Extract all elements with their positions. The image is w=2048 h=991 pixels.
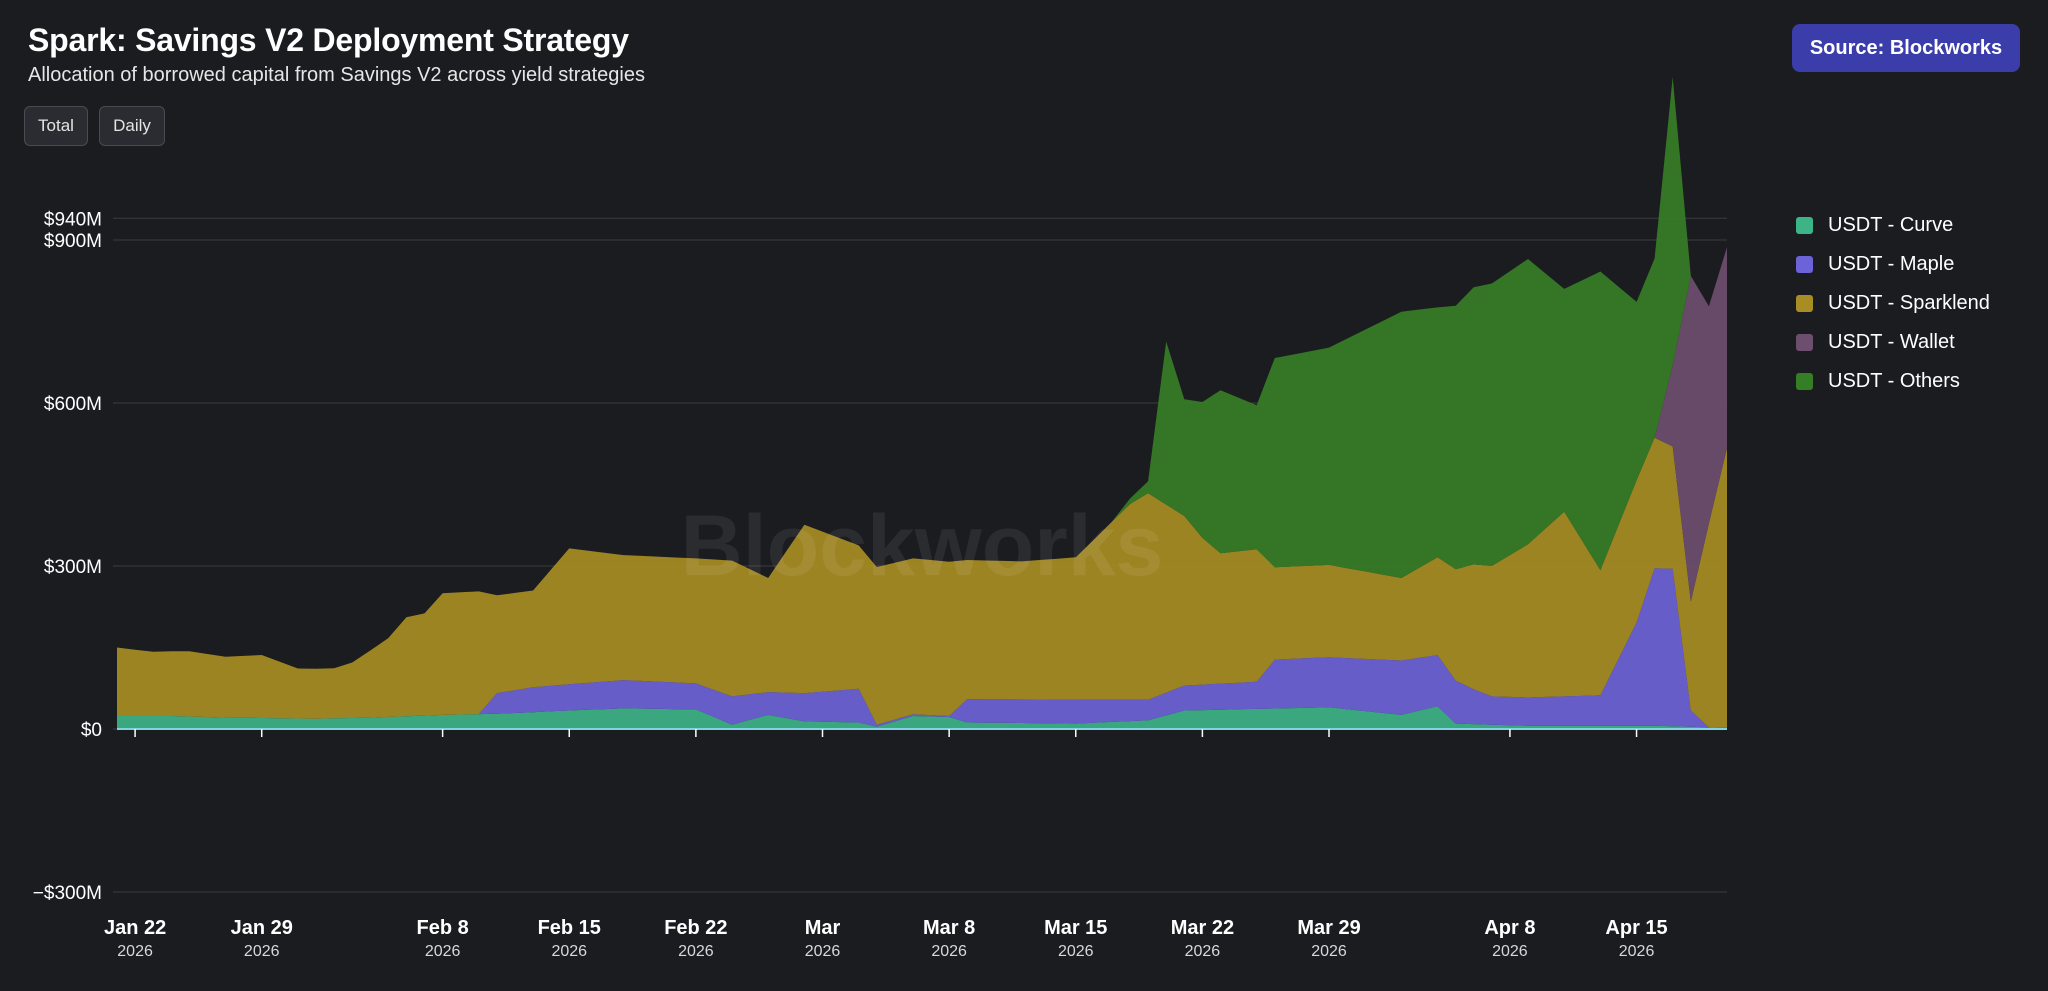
area-series-group — [117, 77, 1727, 730]
x-tick-label: Mar — [805, 917, 841, 939]
x-tick-year: 2026 — [244, 943, 280, 960]
x-tick-label: Mar 8 — [923, 917, 975, 939]
source-button[interactable]: Source: Blockworks — [1792, 24, 2020, 72]
x-tick-label: Jan 22 — [104, 917, 166, 939]
y-tick-label: $600M — [44, 394, 102, 415]
x-tick-year: 2026 — [678, 943, 714, 960]
legend-item[interactable]: USDT - Wallet — [1796, 323, 1990, 362]
legend-label: USDT - Others — [1828, 370, 1960, 392]
x-tick-year: 2026 — [425, 943, 461, 960]
daily-toggle-button[interactable]: Daily — [99, 106, 165, 146]
y-tick-label: −$300M — [33, 883, 102, 904]
x-tick-year: 2026 — [805, 943, 841, 960]
legend-item[interactable]: USDT - Curve — [1796, 206, 1990, 245]
x-tick-year: 2026 — [1492, 943, 1528, 960]
x-tick-label: Mar 15 — [1044, 917, 1107, 939]
area-usdt-sparklend[interactable] — [117, 437, 1727, 728]
chart-subtitle: Allocation of borrowed capital from Savi… — [28, 64, 645, 86]
x-tick-year: 2026 — [1619, 943, 1655, 960]
legend-item[interactable]: USDT - Maple — [1796, 245, 1990, 284]
legend-label: USDT - Maple — [1828, 253, 1955, 275]
legend-item[interactable]: USDT - Others — [1796, 362, 1990, 401]
x-tick-label: Apr 15 — [1605, 917, 1667, 939]
x-tick-label: Apr 8 — [1484, 917, 1535, 939]
x-tick-label: Feb 15 — [538, 917, 601, 939]
x-tick-year: 2026 — [1058, 943, 1094, 960]
area-usdt-others[interactable] — [117, 77, 1727, 669]
legend-item[interactable]: USDT - Sparklend — [1796, 284, 1990, 323]
total-toggle-button[interactable]: Total — [24, 106, 88, 146]
area-usdt-curve[interactable] — [117, 706, 1727, 729]
x-axis: Jan 22 2026 Jan 29 2026 Feb 8 2026 Feb 15 2026 F… — [104, 729, 1668, 960]
x-tick-label: Jan 29 — [231, 917, 293, 939]
watermark: Blockworks — [681, 498, 1164, 594]
legend-label: USDT - Curve — [1828, 214, 1954, 236]
y-tick-label: $0 — [81, 720, 102, 741]
x-tick-year: 2026 — [1185, 943, 1221, 960]
y-tick-label: $940M — [44, 209, 102, 230]
legend-swatch — [1796, 256, 1813, 273]
area-usdt-maple[interactable] — [117, 568, 1727, 728]
legend-label: USDT - Wallet — [1828, 331, 1955, 353]
y-tick-label: $300M — [44, 557, 102, 578]
x-tick-label: Feb 22 — [664, 917, 727, 939]
legend-swatch — [1796, 217, 1813, 234]
x-tick-year: 2026 — [1311, 943, 1347, 960]
x-tick-label: Mar 22 — [1171, 917, 1234, 939]
x-tick-label: Feb 8 — [416, 917, 468, 939]
x-tick-year: 2026 — [117, 943, 153, 960]
legend: USDT - Curve USDT - Maple USDT - Sparklend… — [1796, 206, 1990, 401]
x-tick-year: 2026 — [931, 943, 967, 960]
legend-swatch — [1796, 295, 1813, 312]
y-axis: $940M$900M $600M $300M $0 −$300M — [33, 209, 102, 904]
x-tick-label: Mar 29 — [1297, 917, 1360, 939]
y-tick-label: $900M — [44, 231, 102, 252]
x-tick-year: 2026 — [551, 943, 587, 960]
legend-swatch — [1796, 373, 1813, 390]
chart-title: Spark: Savings V2 Deployment Strategy — [28, 22, 629, 58]
legend-swatch — [1796, 334, 1813, 351]
legend-label: USDT - Sparklend — [1828, 292, 1990, 314]
